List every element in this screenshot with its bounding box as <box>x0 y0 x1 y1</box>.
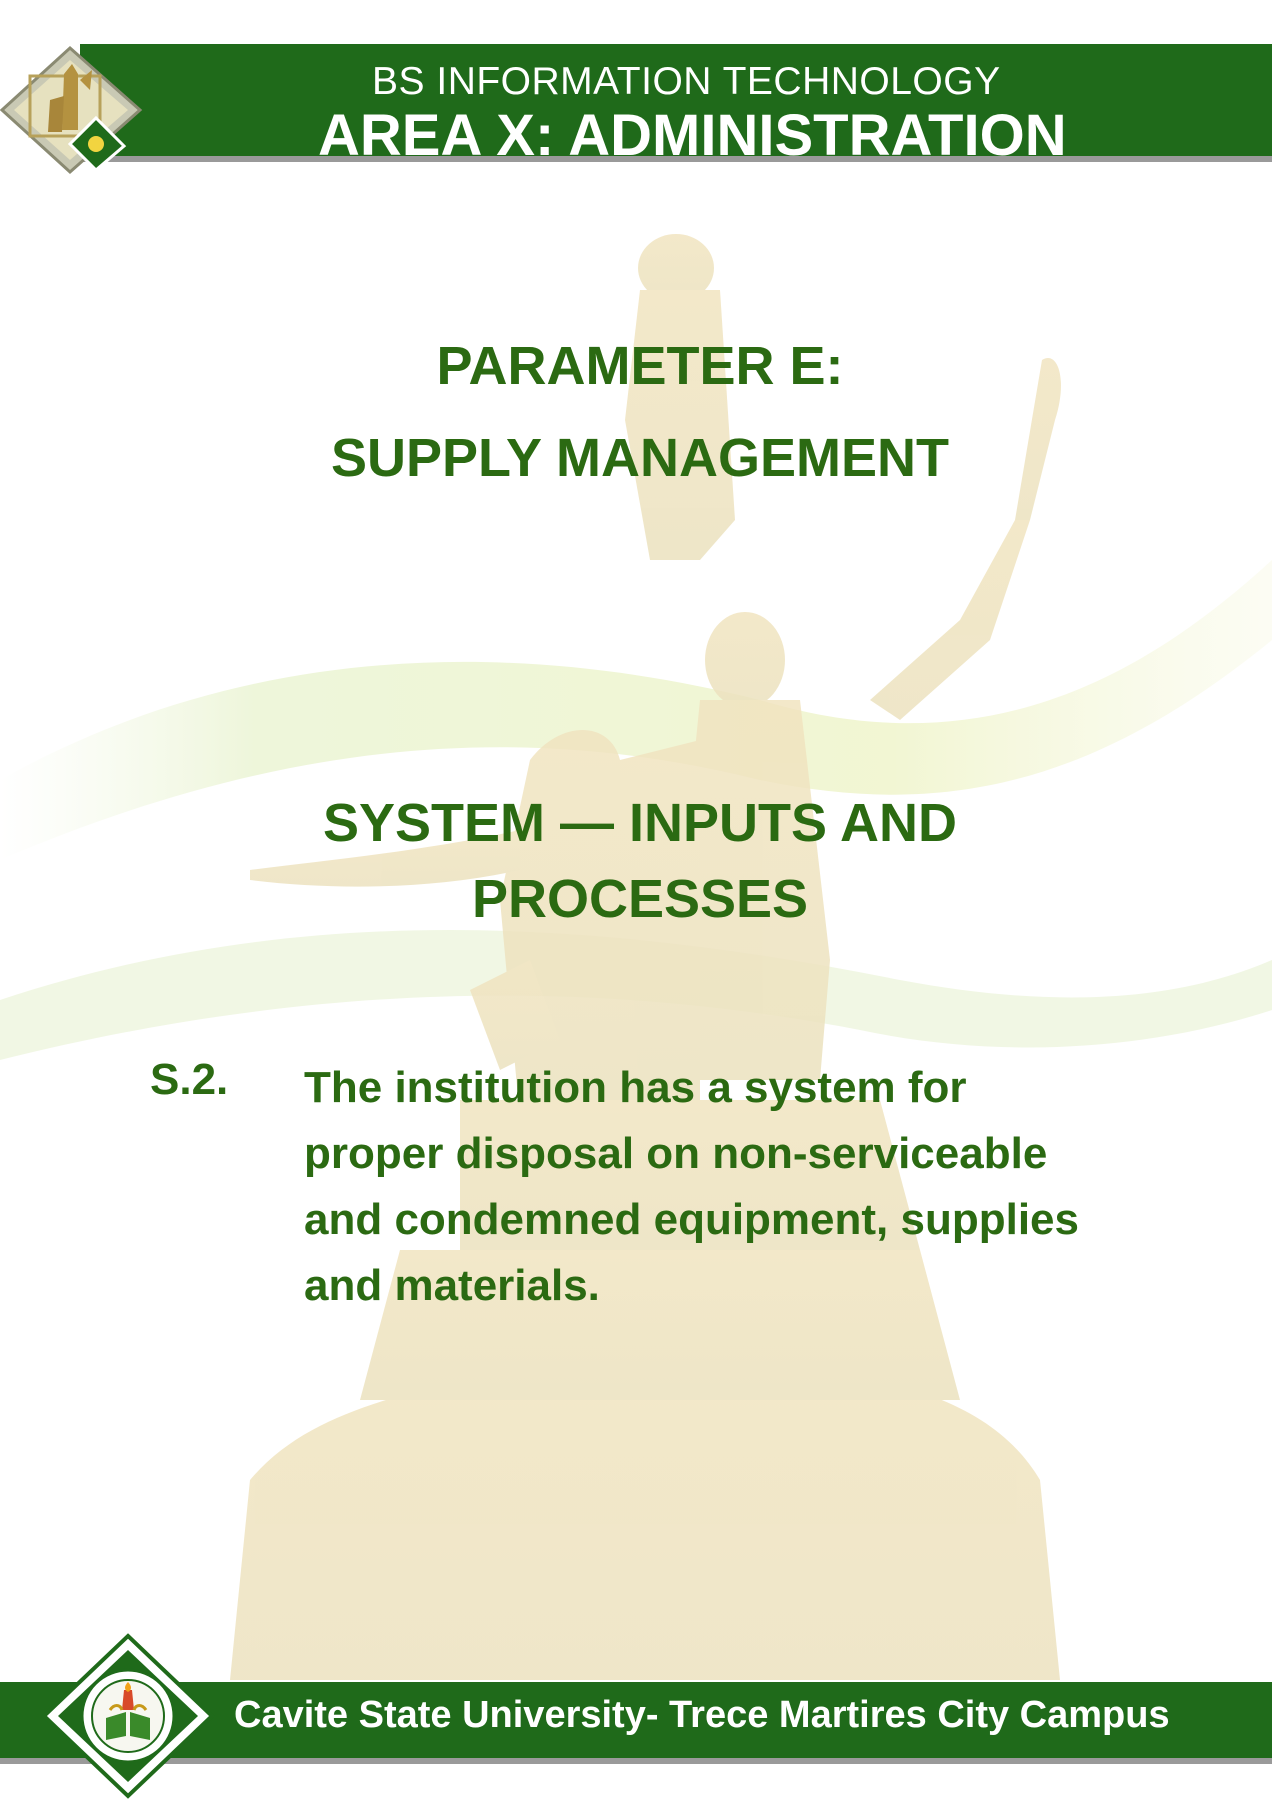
standard-text: The institution has a system for proper … <box>304 1063 1079 1310</box>
area-title: AREA X: ADMINISTRATION <box>318 103 1067 168</box>
university-seal-icon <box>41 1633 215 1799</box>
footer-bar <box>0 1682 1272 1758</box>
campus-name: Cavite State University- Trece Martires … <box>234 1694 1170 1736</box>
program-title: BS INFORMATION TECHNOLOGY <box>372 60 1001 103</box>
standard-number: S.2. <box>150 1055 229 1104</box>
parameter-name: SUPPLY MANAGEMENT <box>330 428 950 488</box>
parameter-label: PARAMETER E: <box>436 336 844 396</box>
footer-divider <box>0 1758 1272 1764</box>
monument-logo-icon <box>0 45 143 175</box>
header-bar <box>80 44 1272 156</box>
parameter-heading: PARAMETER E: SUPPLY MANAGEMENT <box>200 320 1080 504</box>
system-line-2: PROCESSES <box>471 869 809 929</box>
system-line-1: SYSTEM — INPUTS AND <box>322 793 958 853</box>
system-heading: SYSTEM — INPUTS AND PROCESSES <box>200 785 1080 937</box>
header-divider <box>80 156 1272 162</box>
